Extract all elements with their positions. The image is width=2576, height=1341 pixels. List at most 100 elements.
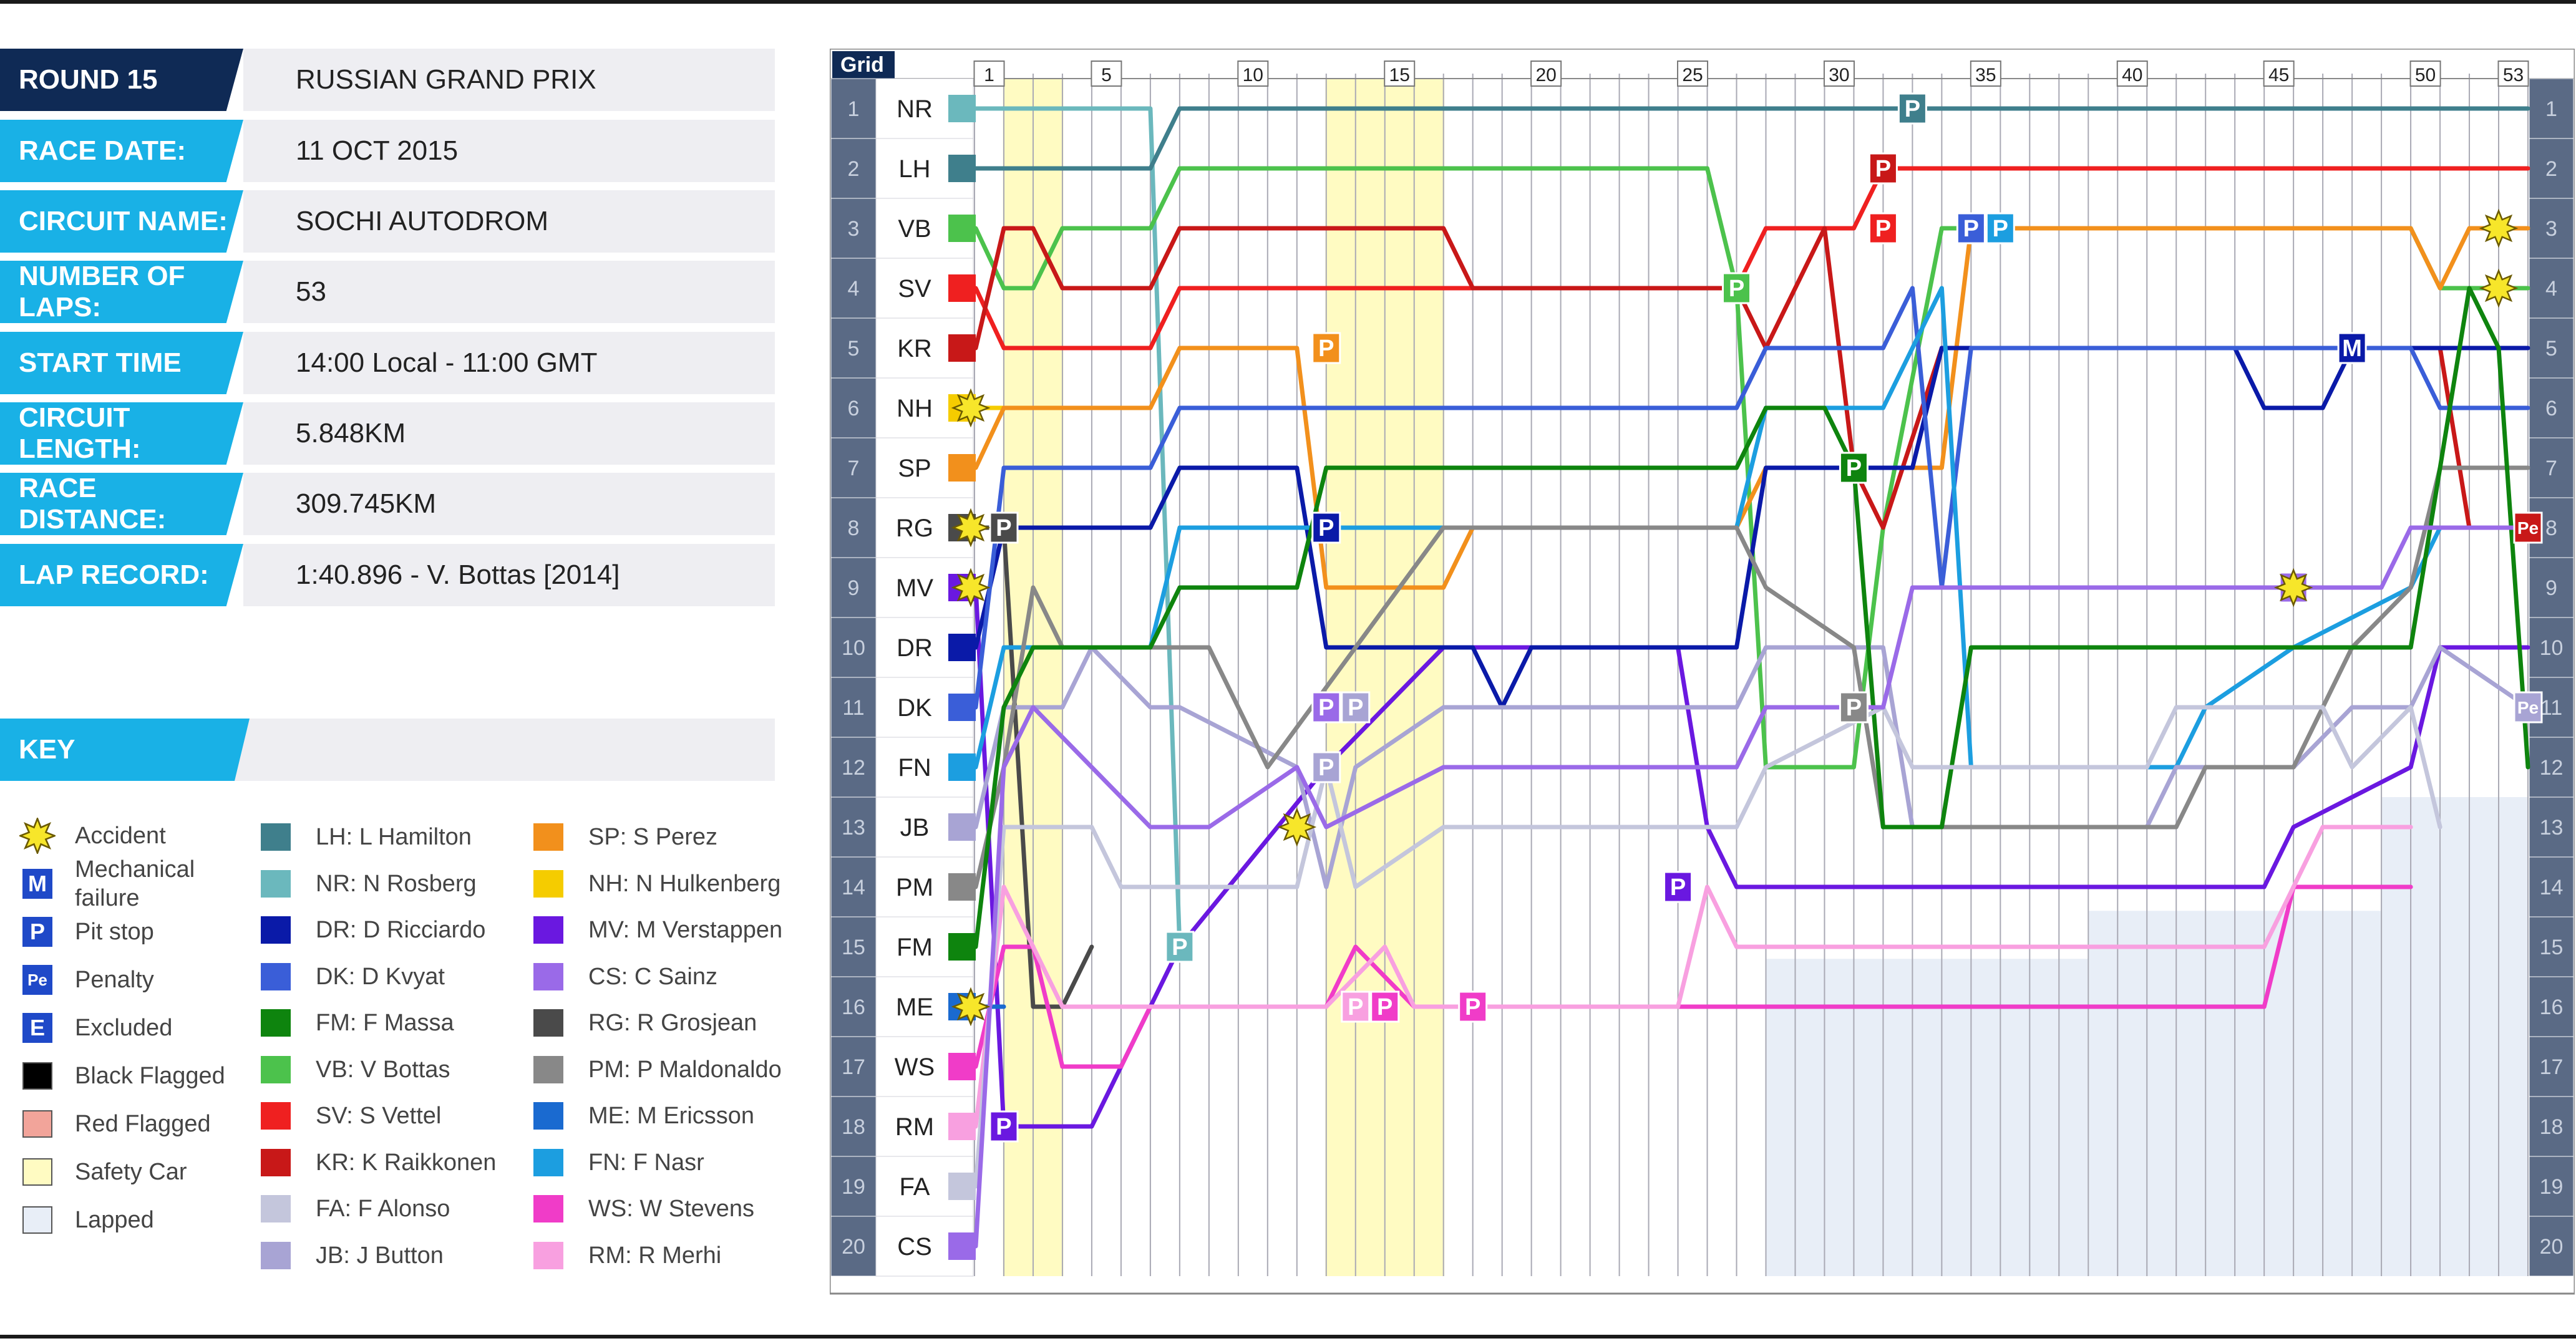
lap-tick-label: 25 <box>1682 65 1703 85</box>
marker-box <box>1897 92 1927 125</box>
grid-position-cell <box>830 198 877 259</box>
pit-stop-marker: P <box>989 1110 1019 1143</box>
finish-position-cell <box>2529 737 2574 798</box>
circuit-name-label: CIRCUIT NAME: <box>0 190 243 253</box>
key-symbol-label: Mechanical failure <box>75 856 195 911</box>
key-driver-item: DR: D Ricciardo <box>261 911 485 949</box>
series-line-fn <box>973 286 2530 770</box>
key-symbol-label: Penalty <box>75 967 154 993</box>
driver-color-swatch <box>261 962 291 990</box>
finish-position-label: 2 <box>2545 157 2557 181</box>
pit-stop-marker: P <box>1985 212 2015 244</box>
pit-stop-marker: P <box>1341 691 1371 724</box>
pit-stop-marker: P <box>1370 990 1400 1023</box>
series-line-nr <box>973 106 1182 949</box>
driver-color-swatch <box>533 1102 563 1130</box>
grid-position-label: 14 <box>842 876 865 899</box>
marker-label: P <box>1993 216 2008 242</box>
key-symbol-label: Red Flagged <box>75 1111 211 1137</box>
info-row-race-distance: RACE DISTANCE: 309.745KM <box>0 473 775 535</box>
marker-label: P <box>1875 156 1891 182</box>
key-symbol-item: Lapped <box>19 1201 154 1239</box>
lap-tick-label: 10 <box>1243 65 1263 85</box>
driver-name-label: NH: N Hulkenberg <box>588 870 781 897</box>
accident-star <box>951 508 991 548</box>
marker-label: P <box>996 515 1011 541</box>
lap-tick-box <box>2116 61 2148 87</box>
key-driver-item: SV: S Vettel <box>261 1097 441 1135</box>
grid-driver-swatch <box>948 274 976 302</box>
finish-position-cell <box>2529 1156 2574 1217</box>
grid-driver-code: SP <box>898 455 931 482</box>
race-distance-label: RACE DISTANCE: <box>0 473 243 535</box>
finish-position-label: 17 <box>2540 1055 2564 1079</box>
marker-box <box>1839 452 1869 484</box>
key-symbol-label: Pit stop <box>75 919 154 945</box>
lap-tick-label: 5 <box>1101 65 1112 85</box>
series-line-lh <box>973 106 2530 171</box>
info-row-laps: NUMBER OF LAPS: 53 <box>0 261 775 323</box>
grid-position-cell <box>830 317 877 379</box>
marker-label: P <box>1729 276 1744 302</box>
driver-color-swatch <box>533 823 563 851</box>
grid-position-cell <box>830 497 877 558</box>
laps-value: 53 <box>243 261 775 323</box>
pit-stop-marker: P <box>1956 212 1986 244</box>
lap-tick-box <box>1237 61 1269 87</box>
penalty-marker: Pe <box>2513 511 2543 544</box>
grid-position-cell <box>830 557 877 618</box>
pit-stop-marker: P <box>1897 92 1927 125</box>
driver-name-label: DK: D Kvyat <box>316 963 445 990</box>
marker-label: P <box>1318 755 1334 781</box>
marker-label: P <box>1670 874 1686 901</box>
finish-position-label: 4 <box>2545 277 2557 301</box>
grid-position-cell <box>830 916 877 977</box>
finish-position-cell <box>2529 377 2574 438</box>
marker-label: P <box>1963 216 1979 242</box>
penalty-icon: Pe <box>19 963 56 997</box>
key-swatch <box>19 1155 56 1189</box>
grid-driver-swatch <box>948 634 976 661</box>
marker-label: P <box>1348 994 1363 1020</box>
grid-driver-swatch <box>948 454 976 482</box>
driver-color-swatch <box>261 869 291 898</box>
pit-stop-icon: P <box>19 915 56 949</box>
grid-position-label: 15 <box>842 936 865 959</box>
grid-driver-code: MV <box>896 574 933 602</box>
bottom-rule <box>0 1335 2576 1339</box>
marker-label: P <box>1318 336 1334 362</box>
finish-position-cell <box>2529 856 2574 917</box>
pit-stop-marker: P <box>1868 212 1898 244</box>
round-label: ROUND 15 <box>0 49 243 111</box>
grid-position-label: 3 <box>848 217 860 241</box>
grid-driver-swatch <box>948 694 976 721</box>
driver-name-label: LH: L Hamilton <box>316 824 472 850</box>
marker-label: P <box>1465 994 1480 1020</box>
key-driver-item: LH: L Hamilton <box>261 818 472 856</box>
driver-color-swatch <box>533 1055 563 1083</box>
grid-position-cell <box>830 976 877 1037</box>
driver-color-swatch <box>261 1009 291 1037</box>
key-swatch <box>19 1107 56 1141</box>
pit-stop-marker: P <box>1839 691 1869 724</box>
marker-label: P <box>1875 216 1891 242</box>
grid-position-label: 4 <box>848 277 860 301</box>
marker-label: P <box>1172 934 1187 961</box>
grid-position-label: 10 <box>842 636 865 660</box>
key-driver-item: MV: M Verstappen <box>533 911 782 949</box>
marker-label: P <box>996 1114 1011 1140</box>
driver-color-swatch <box>261 1241 291 1269</box>
grid-driver-swatch <box>948 1232 976 1260</box>
lap-tick-box <box>1823 61 1855 87</box>
lap-tick-box <box>2497 61 2529 87</box>
marker-box <box>1868 212 1898 244</box>
race-date-label: RACE DATE: <box>0 120 243 182</box>
grid-position-label: 17 <box>842 1055 865 1079</box>
grid-driver-code: NH <box>897 395 933 422</box>
key-driver-item: NH: N Hulkenberg <box>533 865 780 903</box>
key-driver-item: KR: K Raikkonen <box>261 1144 496 1181</box>
grid-position-label: 5 <box>848 337 860 361</box>
driver-name-label: SP: S Perez <box>588 824 717 850</box>
grid-position-label: 2 <box>848 157 860 181</box>
marker-label: P <box>1348 695 1363 721</box>
